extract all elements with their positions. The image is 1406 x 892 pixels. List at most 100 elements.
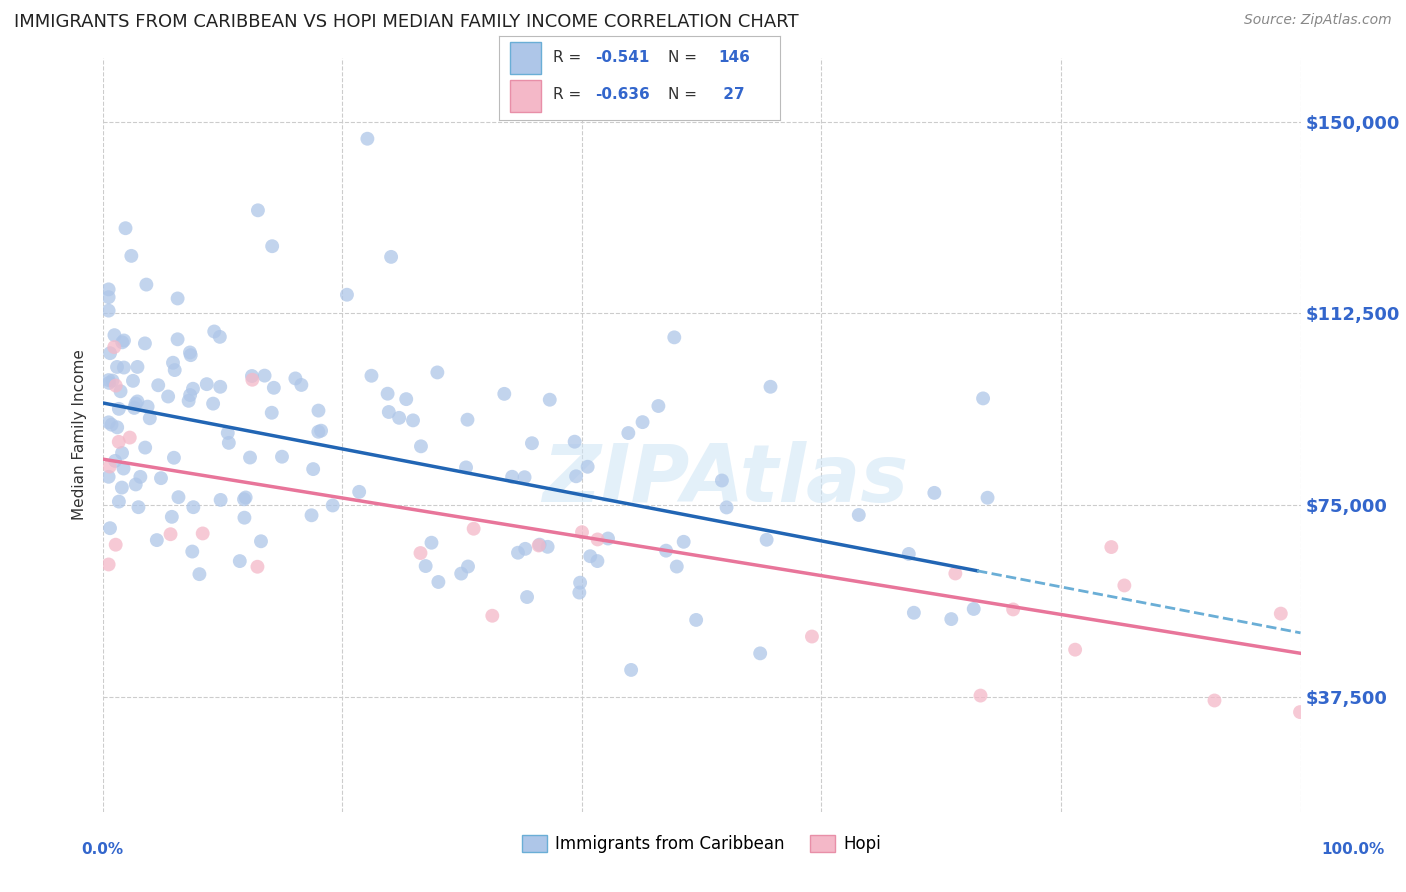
Point	[100, 417, 122, 432]
Point	[114, 221, 136, 235]
Point	[112, 360, 135, 375]
Point	[290, 378, 312, 392]
Point	[664, 330, 686, 344]
Point	[98, 346, 121, 360]
Point	[941, 612, 963, 626]
Point	[749, 646, 772, 660]
Point	[97, 558, 120, 572]
Point	[229, 554, 252, 568]
Point	[160, 509, 183, 524]
Point	[209, 380, 232, 394]
Point	[217, 425, 239, 440]
Point	[166, 292, 188, 306]
Point	[897, 547, 920, 561]
Point	[1002, 602, 1025, 616]
Point	[150, 471, 173, 485]
Point	[183, 500, 205, 515]
Point	[124, 397, 146, 411]
Point	[125, 477, 148, 491]
Point	[111, 446, 134, 460]
Y-axis label: Median Family Income: Median Family Income	[72, 350, 87, 520]
Point	[97, 470, 120, 484]
Point	[159, 527, 181, 541]
Point	[520, 436, 543, 450]
Point	[450, 566, 472, 581]
Point	[356, 132, 378, 146]
Point	[98, 521, 121, 535]
Point	[420, 535, 443, 549]
Point	[309, 424, 332, 438]
Point	[409, 439, 432, 453]
Point	[105, 420, 128, 434]
Point	[527, 539, 550, 553]
Point	[240, 373, 263, 387]
Point	[129, 470, 152, 484]
Point	[97, 290, 120, 304]
Point	[108, 401, 131, 416]
Point	[177, 393, 200, 408]
Point	[167, 490, 190, 504]
Point	[202, 325, 225, 339]
Point	[104, 378, 127, 392]
Point	[195, 377, 218, 392]
Point	[903, 606, 925, 620]
Point	[380, 250, 402, 264]
Point	[263, 381, 285, 395]
Point	[235, 491, 257, 505]
Point	[107, 434, 129, 449]
Point	[122, 374, 145, 388]
Text: R =: R =	[553, 50, 586, 65]
Point	[1204, 693, 1226, 707]
Point	[454, 460, 477, 475]
Point	[943, 566, 966, 581]
Point	[427, 574, 450, 589]
Text: 146: 146	[718, 50, 751, 65]
Text: 0.0%: 0.0%	[82, 842, 124, 856]
Text: IMMIGRANTS FROM CARIBBEAN VS HOPI MEDIAN FAMILY INCOME CORRELATION CHART: IMMIGRANTS FROM CARIBBEAN VS HOPI MEDIAN…	[14, 13, 799, 31]
Point	[538, 392, 561, 407]
Point	[631, 415, 654, 429]
Point	[98, 376, 121, 390]
Point	[322, 499, 344, 513]
Point	[181, 544, 204, 558]
Text: Source: ZipAtlas.com: Source: ZipAtlas.com	[1244, 13, 1392, 28]
Point	[179, 345, 201, 359]
Point	[569, 575, 592, 590]
Point	[494, 387, 516, 401]
Point	[586, 533, 609, 547]
Point	[262, 239, 284, 253]
Point	[105, 359, 128, 374]
Point	[409, 546, 432, 560]
Point	[148, 378, 170, 392]
Point	[246, 559, 269, 574]
Point	[395, 392, 418, 406]
Point	[617, 425, 640, 440]
Point	[208, 330, 231, 344]
Point	[97, 415, 120, 429]
Point	[111, 335, 134, 350]
Point	[97, 303, 120, 318]
Legend: Immigrants from Caribbean, Hopi: Immigrants from Caribbean, Hopi	[516, 829, 887, 860]
Point	[415, 559, 437, 574]
Point	[456, 413, 478, 427]
Point	[108, 494, 131, 508]
Point	[388, 410, 411, 425]
Point	[239, 450, 262, 465]
Point	[301, 508, 323, 523]
Point	[103, 340, 125, 354]
Point	[118, 431, 141, 445]
Point	[134, 336, 156, 351]
Point	[501, 469, 523, 483]
Point	[97, 282, 120, 296]
Point	[127, 394, 149, 409]
Point	[568, 585, 591, 599]
Point	[565, 469, 588, 483]
Point	[163, 450, 186, 465]
Point	[253, 368, 276, 383]
Point	[759, 380, 782, 394]
Point	[127, 359, 149, 374]
Point	[536, 540, 558, 554]
Point	[529, 538, 551, 552]
Point	[426, 366, 449, 380]
Point	[180, 348, 202, 362]
